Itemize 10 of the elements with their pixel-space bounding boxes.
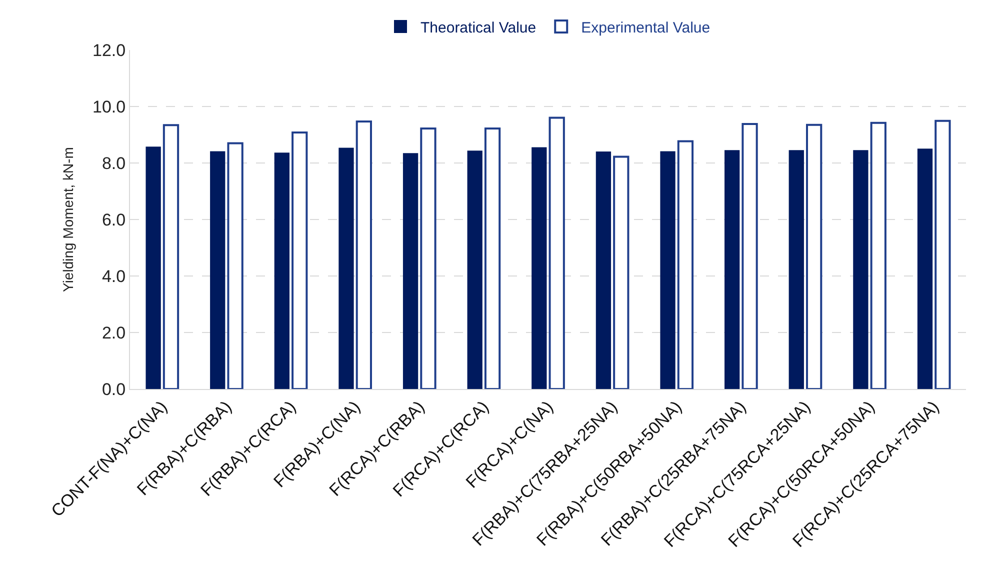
legend-label: Theoratical Value: [420, 19, 536, 36]
y-tick-label: 10.0: [92, 97, 126, 116]
y-tick-label: 4.0: [102, 266, 126, 286]
y-tick-label: 6.0: [102, 210, 126, 230]
y-tick-label: 12.0: [92, 40, 126, 60]
legend-label: Experimental Value: [581, 19, 710, 36]
y-tick-label: 8.0: [102, 154, 126, 173]
y-tick-label: 0.0: [102, 380, 126, 399]
y-tick-label: 2.0: [102, 323, 126, 342]
y-axis-title: Yielding Moment, kN-m: [60, 147, 76, 292]
